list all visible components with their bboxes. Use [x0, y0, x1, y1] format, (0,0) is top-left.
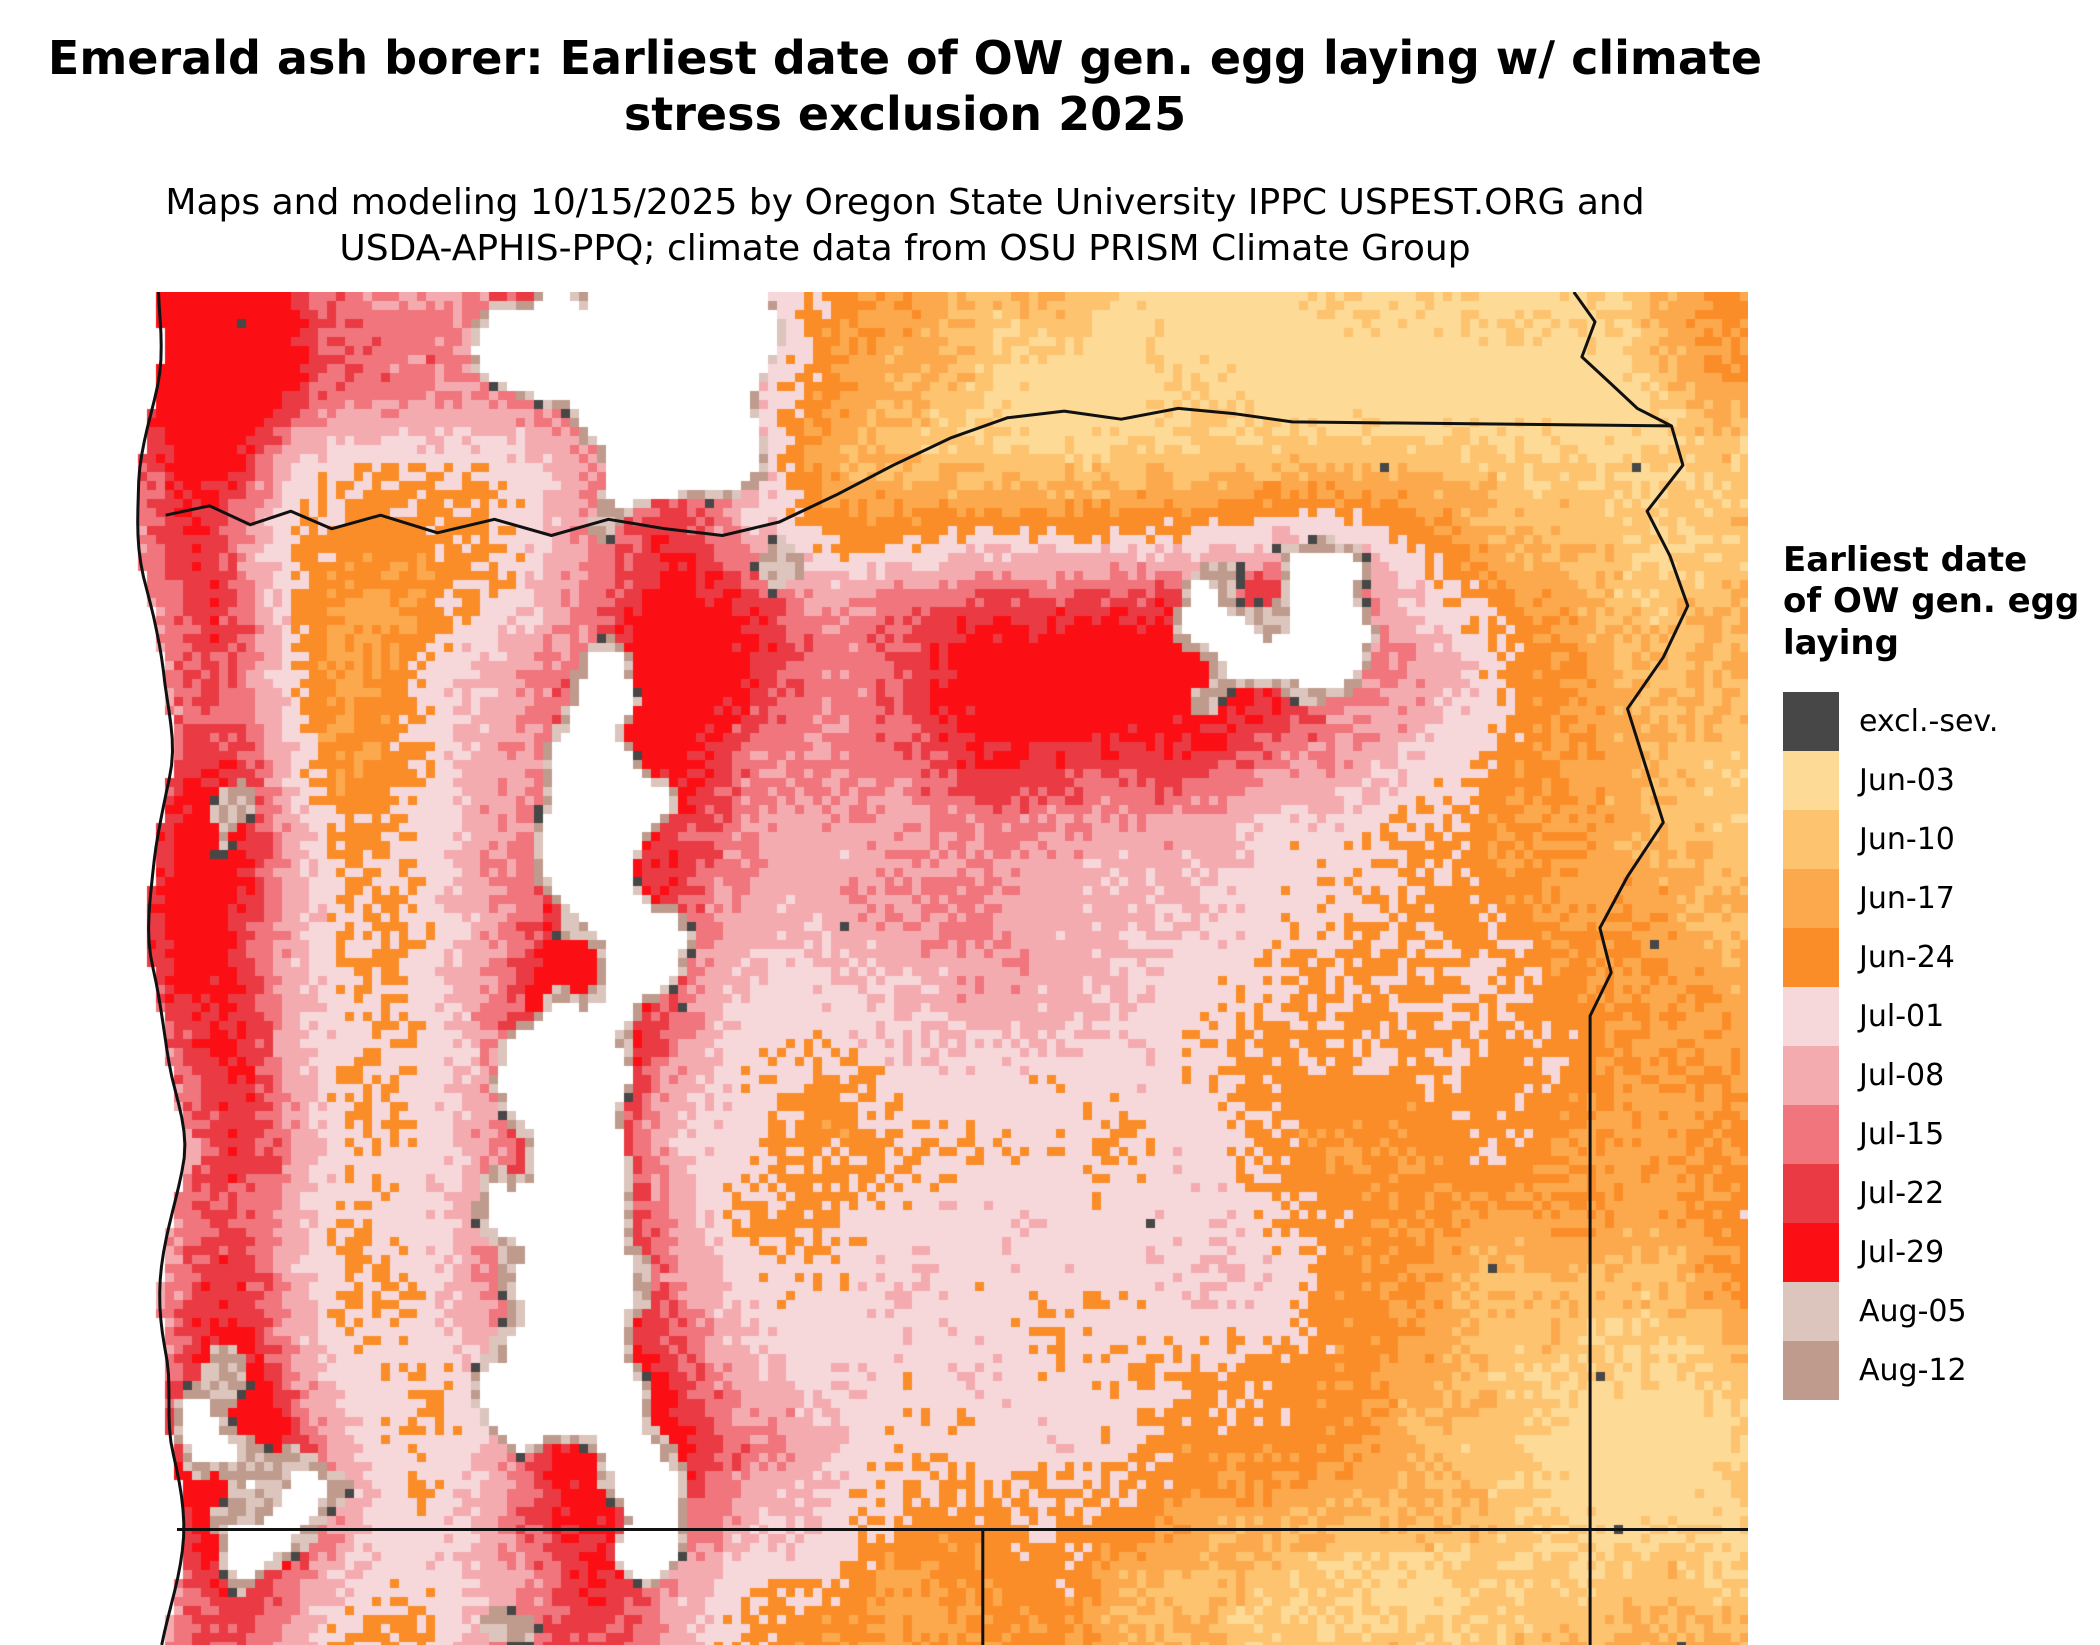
legend-label: Jun-24 [1859, 940, 1955, 976]
state-borders-overlay [136, 292, 1748, 1645]
legend-item: Jul-01 [1783, 987, 2093, 1047]
page-title-line-1: Emerald ash borer: Earliest date of OW g… [47, 31, 1763, 85]
legend-swatch [1783, 1282, 1839, 1342]
legend-swatch [1783, 692, 1839, 752]
map-area [120, 292, 1748, 1645]
legend-swatch [1783, 810, 1839, 870]
legend-swatch [1783, 1046, 1839, 1106]
legend-label: Jul-01 [1859, 999, 1945, 1035]
legend-item: Jun-17 [1783, 869, 2093, 929]
legend-item: Jun-10 [1783, 810, 2093, 870]
legend-swatch [1783, 869, 1839, 929]
legend-items: excl.-sev. Jun-03 Jun-10 Jun-17 Jun-24 Jul-01… [1783, 692, 2093, 1401]
legend-swatch [1783, 751, 1839, 811]
legend-label: Jun-03 [1859, 763, 1955, 799]
legend-swatch [1783, 1105, 1839, 1165]
page-subtitle-line-2: USDA-APHIS-PPQ; climate data from OSU PR… [339, 228, 1471, 270]
legend-label: excl.-sev. [1859, 704, 1999, 740]
legend-swatch [1783, 928, 1839, 988]
legend-title: Earliest date of OW gen. egg laying [1783, 540, 2093, 664]
legend-item: Jul-22 [1783, 1164, 2093, 1224]
page-title-line-2: stress exclusion 2025 [623, 87, 1187, 142]
legend-item: excl.-sev. [1783, 692, 2093, 752]
coastline-border [136, 292, 187, 1645]
page-title: Emerald ash borer: Earliest date of OW g… [0, 30, 1810, 142]
legend-swatch [1783, 1223, 1839, 1283]
legend-item: Jul-15 [1783, 1105, 2093, 1165]
legend-swatch [1783, 1164, 1839, 1224]
legend-title-line: of OW gen. egg [1783, 581, 2080, 622]
legend-label: Jun-10 [1859, 822, 1955, 858]
legend-item: Jun-24 [1783, 928, 2093, 988]
legend-item: Jul-08 [1783, 1046, 2093, 1106]
legend-title-line: laying [1783, 622, 1899, 663]
legend-label: Aug-12 [1859, 1353, 1967, 1389]
snake-river-east-border [1572, 292, 1690, 1645]
legend-title-line: Earliest date [1783, 540, 2028, 580]
page-subtitle: Maps and modeling 10/15/2025 by Oregon S… [0, 180, 1810, 272]
legend-label: Jul-15 [1859, 1117, 1945, 1153]
legend-item: Aug-05 [1783, 1282, 2093, 1342]
legend-label: Aug-05 [1859, 1294, 1967, 1330]
legend-swatch [1783, 987, 1839, 1047]
legend-swatch [1783, 1341, 1839, 1401]
legend-label: Jun-17 [1859, 881, 1955, 917]
legend-item: Jun-03 [1783, 751, 2093, 811]
legend-label: Jul-29 [1859, 1235, 1945, 1271]
legend-label: Jul-08 [1859, 1058, 1945, 1094]
page-subtitle-line-1: Maps and modeling 10/15/2025 by Oregon S… [165, 182, 1645, 223]
legend-item: Jul-29 [1783, 1223, 2093, 1283]
legend: Earliest date of OW gen. egg laying excl… [1783, 540, 2093, 1401]
legend-item: Aug-12 [1783, 1341, 2093, 1401]
columbia-river-north-border [165, 406, 1672, 537]
legend-label: Jul-22 [1859, 1176, 1945, 1212]
